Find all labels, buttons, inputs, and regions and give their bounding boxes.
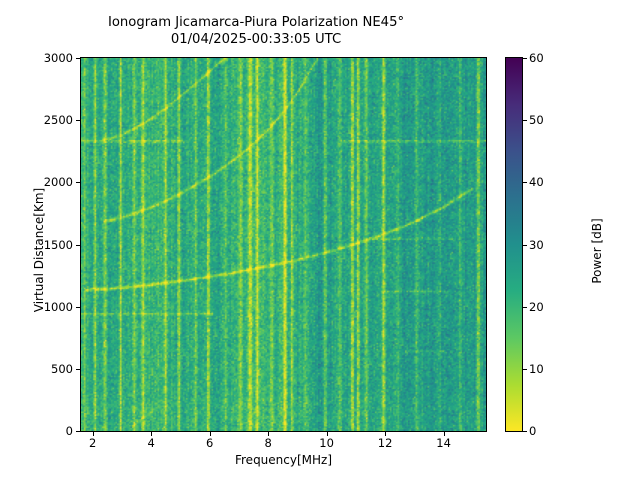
x-axis-tick-mark — [268, 432, 270, 436]
colorbar-tick-label: 10 — [529, 361, 544, 376]
y-axis-tick-mark — [76, 368, 80, 370]
colorbar-tick-label: 50 — [529, 113, 544, 128]
y-axis-tick-label: 1500 — [43, 237, 73, 252]
x-axis-tick-label: 6 — [205, 436, 214, 450]
colorbar-gradient — [506, 58, 522, 431]
y-axis-tick-label: 2500 — [43, 113, 73, 128]
colorbar-tick-mark — [523, 120, 527, 122]
colorbar-tick-mark — [523, 306, 527, 308]
x-axis-tick-label: 14 — [436, 436, 451, 450]
ionogram-plot-area — [80, 57, 487, 432]
colorbar-tick-label: 40 — [529, 175, 544, 190]
colorbar-tick-label: 0 — [529, 424, 537, 438]
colorbar-tick-mark — [523, 58, 527, 59]
y-axis-tick-mark — [76, 120, 80, 122]
y-axis-tick-label: 1000 — [43, 299, 73, 314]
x-axis-label: Frequency[MHz] — [234, 453, 333, 467]
y-axis-tick-label: 0 — [65, 424, 73, 438]
x-axis-tick-label: 12 — [377, 436, 393, 450]
colorbar-tick-label: 20 — [529, 299, 544, 314]
y-axis-tick-label: 2000 — [43, 175, 73, 190]
x-axis-tick-label: 10 — [319, 436, 334, 450]
y-axis-tick-mark — [76, 431, 80, 432]
y-axis-tick-label: 500 — [51, 361, 73, 376]
y-axis-tick-mark — [76, 182, 80, 184]
page-title: Ionogram Jicamarca-Piura Polarization NE… — [0, 14, 512, 48]
colorbar-tick-mark — [523, 182, 527, 184]
x-axis-tick-label: 2 — [89, 436, 97, 450]
y-axis-tick-mark — [76, 244, 80, 246]
colorbar-label: Power [dB] — [590, 218, 604, 284]
title-line-2: 01/04/2025-00:33:05 UTC — [170, 32, 342, 47]
colorbar-tick-mark — [523, 431, 527, 432]
x-axis-tick-mark — [443, 432, 445, 436]
ionogram-heatmap-canvas — [81, 58, 486, 431]
y-axis-tick-mark — [76, 306, 80, 308]
x-axis-tick-mark — [209, 432, 211, 436]
y-axis-tick-mark — [76, 58, 80, 59]
x-axis-tick-label: 8 — [264, 436, 272, 450]
x-axis-tick-mark — [385, 432, 387, 436]
x-axis-tick-mark — [92, 432, 94, 436]
colorbar-tick-label: 30 — [529, 237, 544, 252]
x-axis-tick-mark — [151, 432, 153, 436]
title-line-1: Ionogram Jicamarca-Piura Polarization NE… — [107, 15, 405, 30]
colorbar — [505, 57, 523, 432]
x-axis-tick-label: 4 — [147, 436, 155, 450]
colorbar-tick-mark — [523, 244, 527, 246]
colorbar-tick-mark — [523, 368, 527, 370]
x-axis-tick-mark — [326, 432, 328, 436]
y-axis-tick-label: 3000 — [43, 51, 73, 65]
colorbar-tick-label: 60 — [529, 51, 544, 65]
